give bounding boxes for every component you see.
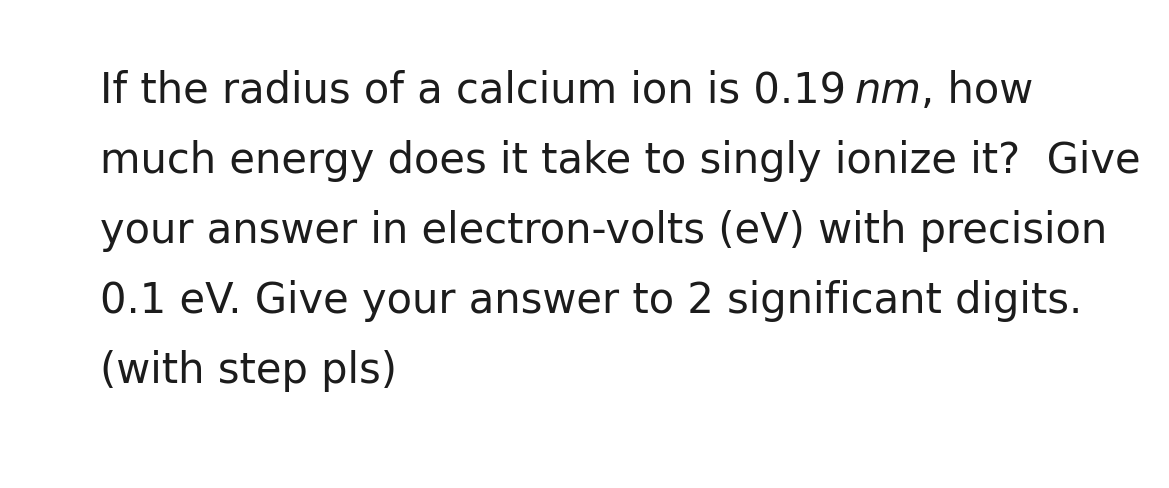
Text: your answer in electron-volts (eV) with precision: your answer in electron-volts (eV) with … [101,210,1107,252]
Text: nm: nm [855,70,921,112]
Text: If the radius of a calcium ion is 0.19: If the radius of a calcium ion is 0.19 [101,70,855,112]
Text: much energy does it take to singly ionize it?  Give: much energy does it take to singly ioniz… [101,140,1141,182]
Text: 0.1 eV. Give your answer to 2 significant digits.: 0.1 eV. Give your answer to 2 significan… [101,280,1082,322]
Text: (with step pls): (with step pls) [101,350,397,392]
Text: , how: , how [921,70,1033,112]
